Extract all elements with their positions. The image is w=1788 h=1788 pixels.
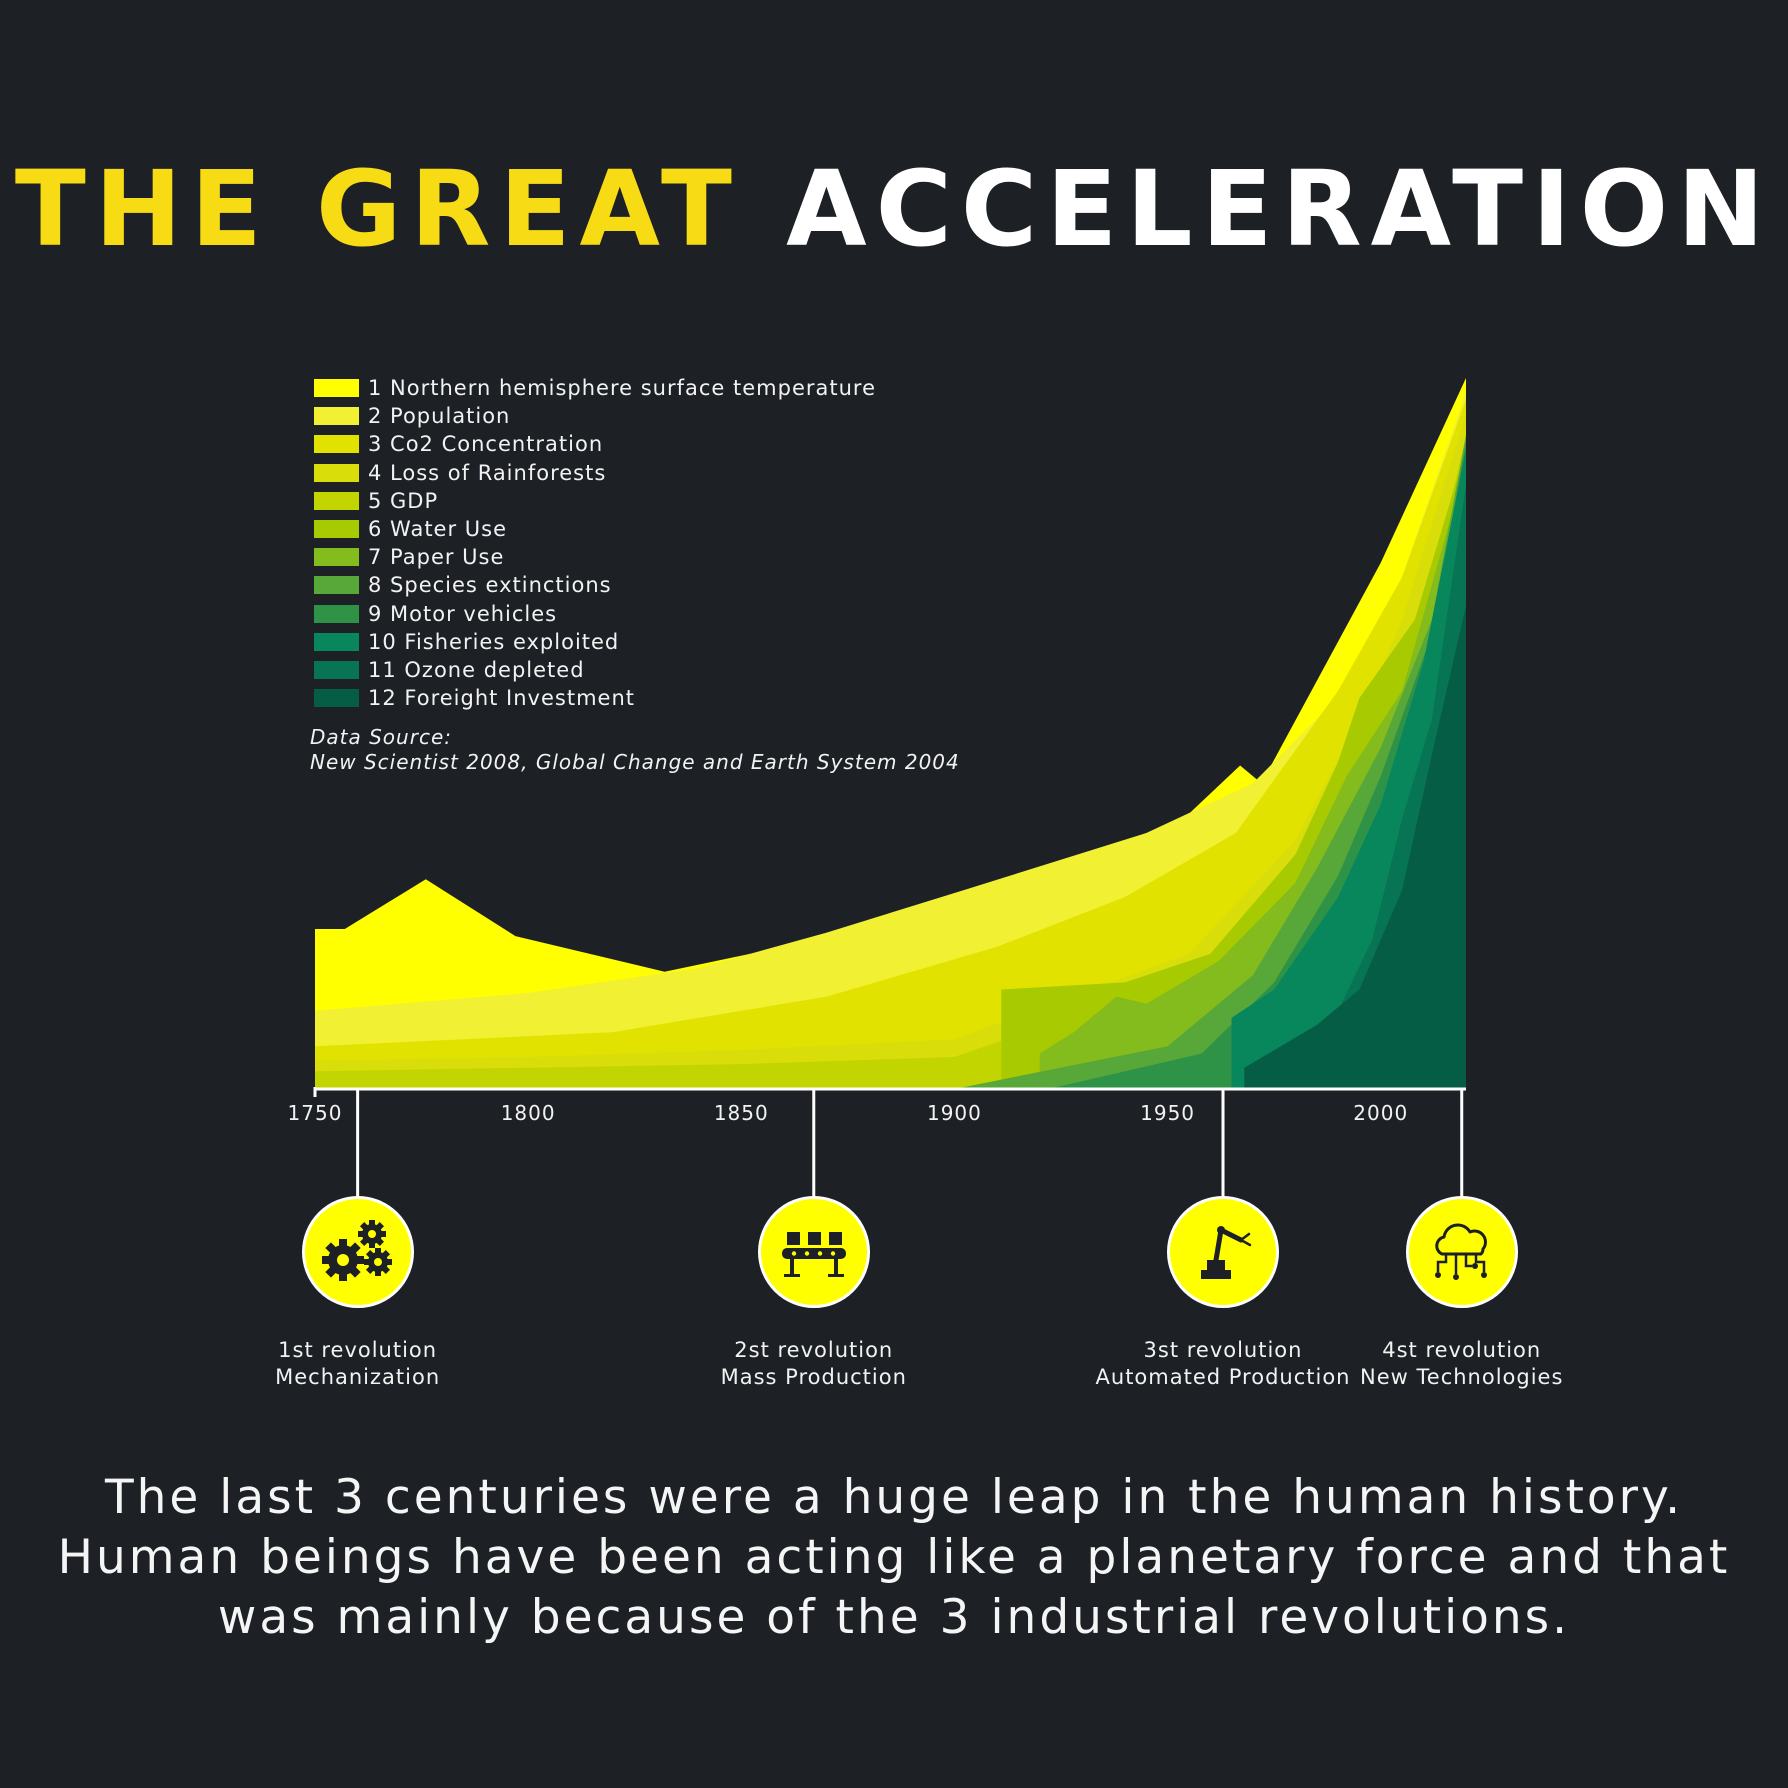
caption-line-3: was mainly because of the 3 industrial r… — [217, 1590, 1571, 1645]
legend-swatch — [314, 604, 359, 623]
legend-swatch — [314, 491, 359, 510]
legend-label: 3 Co2 Concentration — [368, 432, 604, 457]
revolution-label-3: 3st revolution Automated Production — [1063, 1337, 1383, 1391]
title-part-2: ACCELERATION — [786, 148, 1774, 270]
legend-item: 9 Motor vehicles — [314, 600, 876, 628]
legend-item: 11 Ozone depleted — [314, 656, 876, 684]
revolution-subtitle: Mass Production — [720, 1365, 907, 1389]
revolution-label-1: 1st revolution Mechanization — [198, 1337, 518, 1391]
legend-label: 7 Paper Use — [368, 545, 505, 570]
legend-label: 1 Northern hemisphere surface temperatur… — [368, 376, 877, 401]
caption-line-2: Human beings have been acting like a pla… — [57, 1530, 1731, 1585]
revolution-connectors — [356, 1089, 1464, 1198]
revolution-title: 1st revolution — [278, 1338, 438, 1362]
x-tick-label: 1750 — [288, 1101, 343, 1125]
legend-label: 5 GDP — [368, 488, 439, 513]
legend-label: 9 Motor vehicles — [368, 601, 558, 626]
legend-label: 10 Fisheries exploited — [368, 629, 620, 654]
revolution-subtitle: Automated Production — [1095, 1365, 1351, 1389]
legend-swatch — [314, 407, 359, 426]
legend-item: 4 Loss of Rainforests — [314, 459, 876, 487]
legend-item: 2 Population — [314, 402, 876, 430]
page-title: THE GREAT ACCELERATION — [0, 148, 1788, 270]
legend-item: 12 Foreight Investment — [314, 684, 876, 712]
data-source-label: Data Source: — [310, 725, 452, 749]
x-tick-label: 1800 — [501, 1101, 556, 1125]
legend-item: 7 Paper Use — [314, 543, 876, 571]
revolution-title: 4st revolution — [1382, 1338, 1542, 1362]
legend-item: 6 Water Use — [314, 515, 876, 543]
data-source-text: New Scientist 2008, Global Change and Ea… — [310, 750, 960, 774]
data-source: Data Source: New Scientist 2008, Global … — [310, 725, 960, 775]
legend-swatch — [314, 632, 359, 651]
legend-item: 1 Northern hemisphere surface temperatur… — [314, 374, 876, 402]
chart-areas — [315, 378, 1466, 1090]
x-axis-ticks: 1750 1800 1850 1900 1950 2000 — [288, 1101, 1408, 1125]
x-axis — [313, 1087, 1466, 1097]
legend-swatch — [314, 379, 359, 398]
legend-swatch — [314, 463, 359, 482]
revolution-label-4: 4st revolution New Technologies — [1302, 1337, 1622, 1391]
legend-label: 4 Loss of Rainforests — [368, 460, 607, 485]
legend-label: 8 Species extinctions — [368, 573, 612, 598]
acceleration-chart: 1750 1800 1850 1900 1950 2000 — [288, 378, 1466, 1198]
revolution-title: 3st revolution — [1143, 1338, 1303, 1362]
legend-label: 6 Water Use — [368, 517, 508, 542]
summary-caption: The last 3 centuries were a huge leap in… — [50, 1468, 1738, 1648]
revolution-subtitle: New Technologies — [1360, 1365, 1564, 1389]
legend-swatch — [314, 520, 359, 539]
x-tick-label: 2000 — [1353, 1101, 1408, 1125]
conveyor-belt-icon — [757, 1196, 870, 1308]
legend-item: 8 Species extinctions — [314, 571, 876, 599]
legend-label: 11 Ozone depleted — [368, 657, 585, 682]
gears-icon — [301, 1196, 414, 1308]
legend-item: 10 Fisheries exploited — [314, 628, 876, 656]
chart-legend: 1 Northern hemisphere surface temperatur… — [314, 374, 876, 712]
revolution-label-2: 2st revolution Mass Production — [654, 1337, 974, 1391]
caption-line-1: The last 3 centuries were a huge leap in… — [104, 1470, 1684, 1525]
x-tick-label: 1850 — [714, 1101, 769, 1125]
robot-arm-icon — [1167, 1196, 1279, 1308]
revolution-subtitle: Mechanization — [275, 1365, 441, 1389]
legend-swatch — [314, 548, 359, 567]
legend-label: 12 Foreight Investment — [368, 686, 635, 711]
title-part-1: THE GREAT — [14, 148, 741, 270]
cloud-network-icon — [1405, 1196, 1518, 1308]
revolution-title: 2st revolution — [734, 1338, 894, 1362]
legend-swatch — [314, 689, 359, 708]
legend-swatch — [314, 435, 359, 454]
legend-item: 3 Co2 Concentration — [314, 430, 876, 458]
legend-item: 5 GDP — [314, 487, 876, 515]
area-series-12 — [1244, 605, 1466, 1089]
legend-label: 2 Population — [368, 404, 511, 429]
legend-swatch — [314, 660, 359, 679]
area-series-3 — [315, 399, 1466, 1089]
legend-swatch — [314, 576, 359, 595]
x-tick-label: 1950 — [1140, 1101, 1195, 1125]
x-tick-label: 1900 — [927, 1101, 982, 1125]
